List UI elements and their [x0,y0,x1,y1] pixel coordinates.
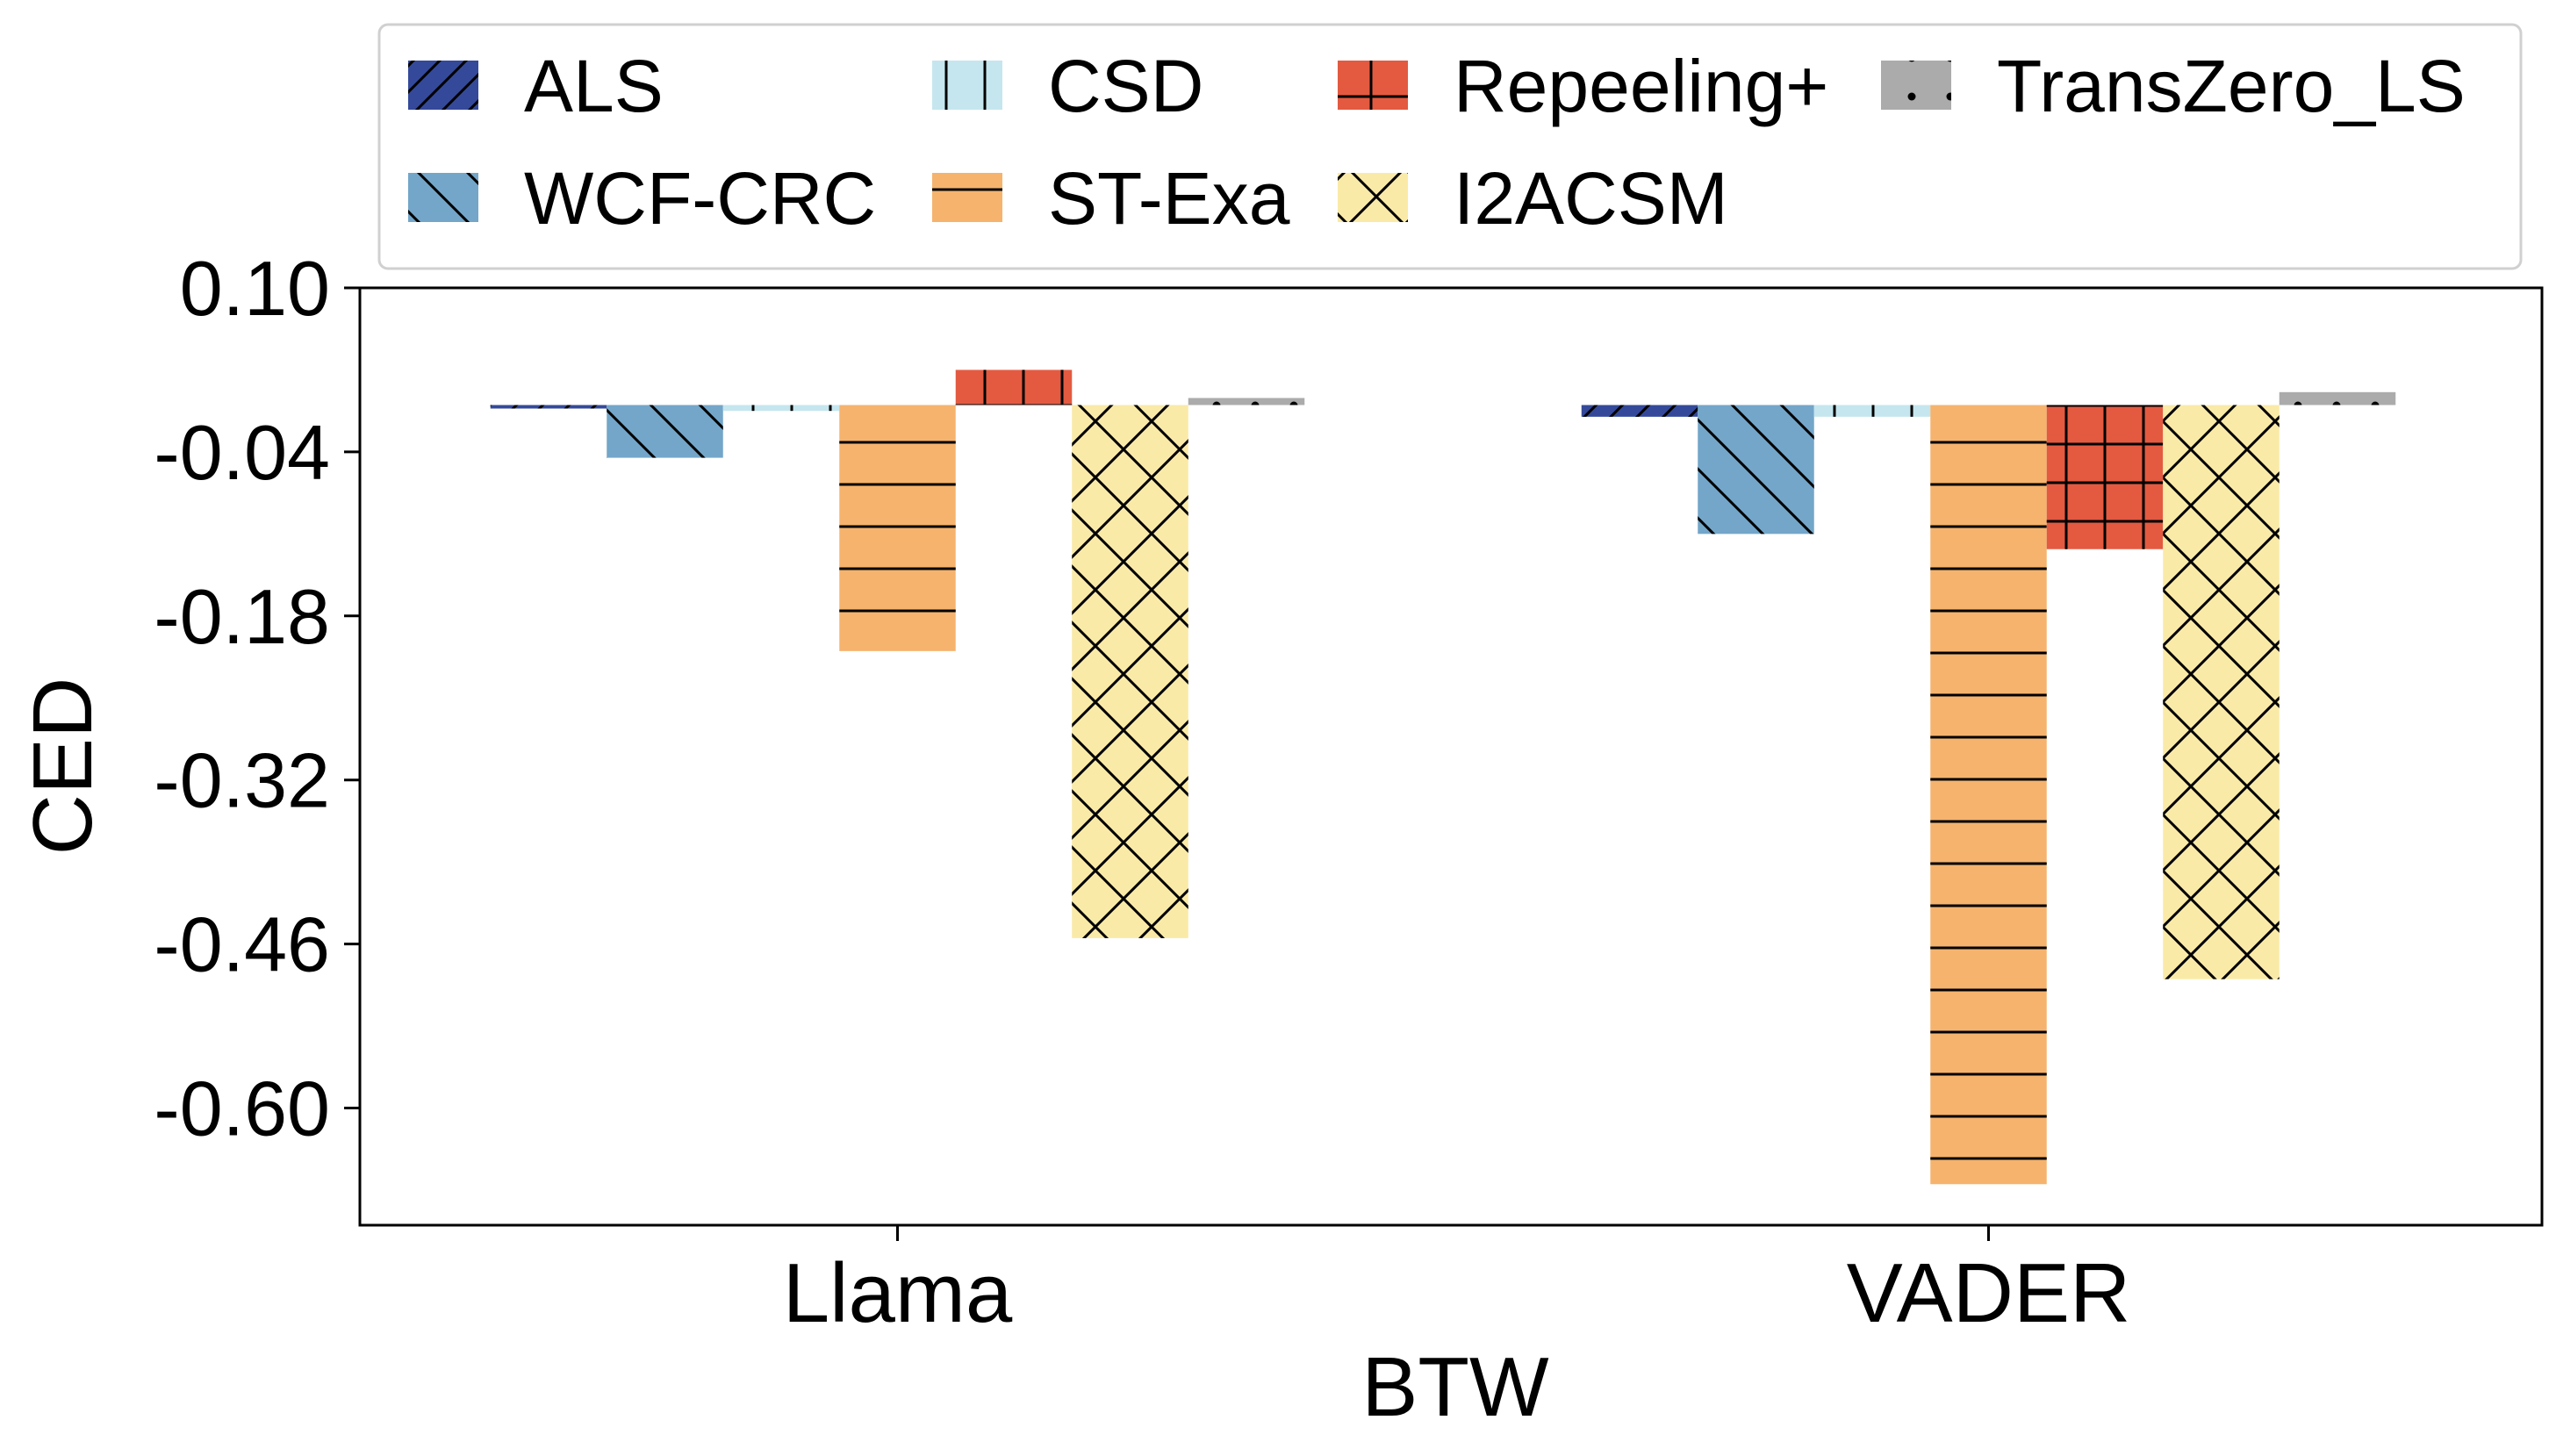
plot-frame [358,286,2544,1227]
bar-transzero-ls-llama-hatch [1188,398,1305,405]
legend-item-wcf-crc: WCF-CRC [408,157,876,240]
bar-csd-vader-hatch [1813,405,1931,417]
bar-wcf-crc-vader-hatch [1698,405,1814,534]
legend-label: I2ACSM [1454,157,1728,240]
legend-item-transzero-ls: TransZero_LS [1881,45,2466,127]
x-tick-label-llama: Llama [783,1246,1013,1340]
legend-label: ST-Exa [1048,157,1290,240]
bars-layer [490,369,2396,1185]
y-tick-label: 0.10 [180,245,330,332]
legend: ALS WCF-CRC CSD ST-Exa Repeeling+ I2ACSM Trans… [377,23,2523,270]
legend-label: Repeeling+ [1454,45,1828,127]
legend-swatch-hatch [1338,173,1408,222]
bar-st-exa-llama-hatch [839,405,956,651]
legend-swatch-hatch [932,61,1002,110]
legend-label: ALS [524,45,664,127]
legend-item-csd: CSD [932,45,1203,127]
y-tick-label: -0.32 [154,737,330,824]
bar-transzero-ls-vader-hatch [2279,391,2396,405]
y-axis-label: CED [16,678,110,856]
legend-frame [377,23,2523,270]
bar-st-exa-vader-hatch [1930,405,2047,1185]
x-tick-label-vader: VADER [1847,1246,2131,1340]
y-axis: 0.10 -0.04 -0.18 -0.32 -0.46 -0.60 [154,245,360,1152]
bar-als-vader-hatch [1581,405,1698,417]
legend-swatch-hatch [408,61,478,110]
bar-i2acsm-llama-hatch [1072,405,1188,938]
legend-label: CSD [1048,45,1203,127]
legend-swatch-hatch [1338,61,1408,110]
legend-item-st-exa: ST-Exa [932,157,1290,240]
x-axis: Llama VADER [783,1225,2131,1340]
y-tick-label: -0.46 [154,901,330,988]
y-tick-label: -0.18 [154,573,330,660]
bar-wcf-crc-llama-hatch [607,405,723,458]
x-axis-label: BTW [1361,1340,1549,1434]
legend-item-repeeling: Repeeling+ [1338,45,1828,127]
legend-swatch-hatch [932,173,1002,222]
legend-item-i2acsm: I2ACSM [1338,157,1728,240]
legend-label: WCF-CRC [524,157,876,240]
bar-i2acsm-vader-hatch [2163,405,2280,979]
bar-repeeling-vader-hatch [2046,405,2164,549]
legend-swatch-hatch [408,173,478,222]
legend-swatch-hatch [1881,61,1951,110]
bar-repeeling-llama-hatch [955,369,1073,405]
legend-label: TransZero_LS [1997,45,2466,127]
legend-item-als: ALS [408,45,664,127]
y-tick-label: -0.60 [154,1065,330,1152]
y-tick-label: -0.04 [154,409,330,496]
bar-als-llama-hatch [490,405,607,409]
bar-csd-llama-hatch [722,405,840,412]
